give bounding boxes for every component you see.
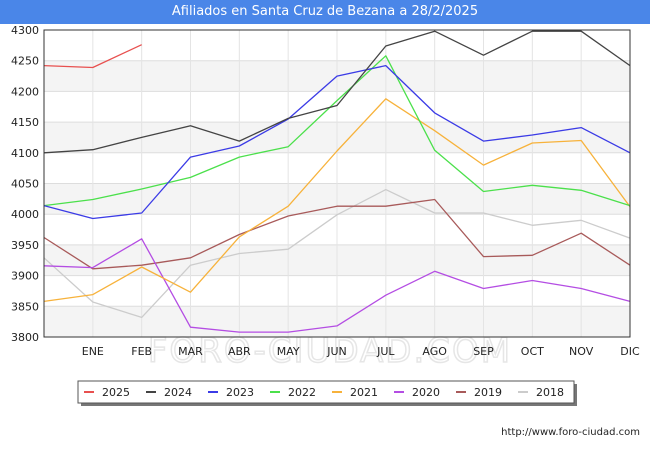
series-line-2019 xyxy=(43,198,631,270)
y-tick-label: 3850 xyxy=(11,300,39,313)
y-tick-label: 4000 xyxy=(11,208,39,221)
title-bar xyxy=(0,0,650,24)
y-tick-label: 4050 xyxy=(11,178,39,191)
series-line-2020 xyxy=(43,238,631,333)
y-axis-tick-labels: 3800 3850 3900 3950 4000 4050 4100 4150 4200 4250… xyxy=(11,24,39,344)
legend-label-2018: 2018 xyxy=(536,386,564,399)
x-tick-label: FEB xyxy=(131,345,152,358)
x-tick-label: MAY xyxy=(277,345,300,358)
series-line-2024 xyxy=(43,30,631,154)
x-tick-label: ENE xyxy=(82,345,104,358)
legend-label-2024: 2024 xyxy=(164,386,192,399)
x-tick-label: NOV xyxy=(569,345,594,358)
series-line-2021 xyxy=(43,98,631,303)
y-tick-label: 3900 xyxy=(11,270,39,283)
x-tick-label: MAR xyxy=(178,345,203,358)
plot-frame xyxy=(43,29,631,338)
y-tick-label: 4200 xyxy=(11,85,39,98)
series-line-2022 xyxy=(43,55,631,207)
legend-label-2022: 2022 xyxy=(288,386,316,399)
legend-box xyxy=(77,380,575,404)
y-tick-label: 4100 xyxy=(11,147,39,160)
series-line-2025 xyxy=(43,44,142,69)
x-tick-label: JUN xyxy=(326,345,347,358)
legend: 2025 2024 2023 2022 2021 2020 2019 2018 xyxy=(77,380,577,406)
x-tick-label: SEP xyxy=(473,345,494,358)
x-tick-label: DIC xyxy=(620,345,640,358)
chart-title: Afiliados en Santa Cruz de Bezana a 28/2… xyxy=(171,4,479,19)
series-line-2018 xyxy=(43,188,631,319)
y-tick-label: 3800 xyxy=(11,331,39,344)
x-tick-label: OCT xyxy=(521,345,544,358)
x-tick-label: ABR xyxy=(228,345,251,358)
y-tick-label: 4250 xyxy=(11,55,39,68)
y-tick-label: 4300 xyxy=(11,24,39,37)
footer-url: http://www.foro-ciudad.com xyxy=(501,427,640,438)
legend-label-2023: 2023 xyxy=(226,386,254,399)
y-tick-label: 3950 xyxy=(11,239,39,252)
legend-label-2020: 2020 xyxy=(412,386,440,399)
y-tick-label: 4150 xyxy=(11,116,39,129)
series-line-2023 xyxy=(43,64,631,220)
legend-label-2019: 2019 xyxy=(474,386,502,399)
x-tick-label: AGO xyxy=(422,345,447,358)
x-tick-label: JUL xyxy=(376,345,395,358)
x-axis-tick-labels: ENE FEB MAR ABR MAY JUN JUL AGO SEP OCT NOV DIC xyxy=(82,345,640,358)
legend-label-2025: 2025 xyxy=(102,386,130,399)
series-lines xyxy=(43,30,631,333)
legend-label-2021: 2021 xyxy=(350,386,378,399)
